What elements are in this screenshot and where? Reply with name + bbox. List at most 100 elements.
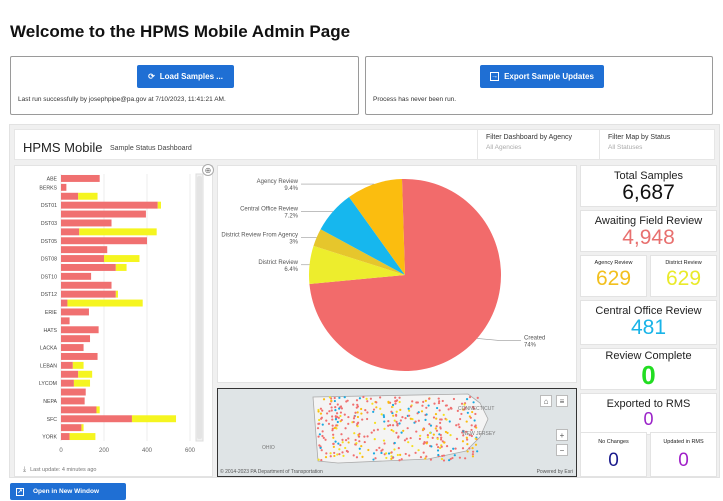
bar-segment[interactable] — [61, 415, 132, 423]
bar-segment[interactable] — [61, 424, 82, 432]
bar-segment[interactable] — [61, 299, 68, 307]
resize-handle-icon[interactable]: ⊕ — [202, 164, 214, 176]
bar-segment[interactable] — [131, 415, 177, 423]
sample-point — [470, 428, 473, 432]
bar-segment[interactable] — [61, 290, 116, 298]
pie-slice[interactable] — [320, 196, 405, 275]
load-samples-button[interactable]: ⟳ Load Samples ... — [137, 65, 234, 88]
bar-segment[interactable] — [67, 299, 143, 307]
sample-point — [432, 433, 435, 436]
zoom-out-icon[interactable]: − — [556, 444, 568, 456]
sample-point — [383, 420, 386, 423]
bar-segment[interactable] — [104, 255, 140, 263]
bar-segment[interactable] — [61, 397, 85, 405]
bar-segment[interactable] — [79, 228, 157, 236]
sample-point — [448, 420, 451, 423]
stat-central-label: Central Office Review — [595, 305, 702, 317]
bar-segment[interactable] — [61, 388, 86, 396]
pie-slice[interactable] — [313, 229, 405, 275]
map-powered-by[interactable]: Powered by Esri — [536, 469, 573, 475]
bar-segment[interactable] — [96, 406, 100, 414]
stat-awaiting-label: Awaiting Field Review — [594, 215, 703, 227]
sample-point — [404, 417, 407, 420]
stat-updated-value: 0 — [678, 450, 689, 471]
sample-point — [340, 407, 344, 410]
sample-point — [402, 429, 405, 432]
bar-segment[interactable] — [61, 406, 97, 414]
bar-segment[interactable] — [61, 370, 79, 378]
bar-segment[interactable] — [61, 326, 99, 334]
sample-point — [366, 400, 369, 403]
samples-map[interactable]: OHIO CONNECTICUT NEW JERSEY ⌂ ≡ + − © 2014… — [217, 388, 577, 477]
bar-segment[interactable] — [61, 335, 91, 343]
bar-segment[interactable] — [61, 174, 100, 182]
sample-point — [468, 396, 472, 399]
sample-point — [424, 418, 427, 421]
sample-point — [439, 418, 442, 421]
bar-segment[interactable] — [61, 379, 74, 387]
sample-point — [335, 424, 338, 427]
bar-segment[interactable] — [81, 424, 84, 432]
download-icon[interactable]: ⤓ — [23, 466, 27, 473]
sample-point — [356, 403, 359, 406]
bar-segment[interactable] — [61, 192, 79, 200]
bar-segment[interactable] — [61, 308, 89, 316]
bar-category-label: LEBAN — [40, 363, 57, 369]
stat-exported-rms: Exported to RMS 0 — [580, 393, 717, 435]
sample-point — [391, 405, 394, 409]
bar-segment[interactable] — [73, 379, 91, 387]
map-canvas[interactable]: OHIO CONNECTICUT NEW JERSEY — [218, 389, 576, 476]
zoom-in-icon[interactable]: + — [556, 429, 568, 441]
bar-segment[interactable] — [61, 272, 92, 280]
filter-status[interactable]: Filter Map by Status All Statuses — [599, 130, 716, 159]
export-sample-updates-button[interactable]: → Export Sample Updates — [480, 65, 604, 88]
bar-segment[interactable] — [61, 237, 147, 245]
bar-segment[interactable] — [78, 192, 98, 200]
bar-segment[interactable] — [61, 317, 70, 325]
filter-agency[interactable]: Filter Dashboard by Agency All Agencies — [477, 130, 605, 159]
sample-point — [320, 417, 323, 420]
layer-list-icon[interactable]: ≡ — [556, 395, 568, 407]
sample-point — [408, 454, 411, 457]
bar-segment[interactable] — [61, 352, 98, 360]
bar-segment[interactable] — [115, 290, 118, 298]
sample-point — [360, 444, 363, 448]
bar-segment[interactable] — [61, 281, 112, 289]
sample-point — [339, 444, 342, 447]
bar-segment[interactable] — [78, 370, 93, 378]
bar-segment[interactable] — [61, 255, 104, 263]
bar-segment[interactable] — [115, 263, 127, 271]
sample-point — [400, 458, 403, 461]
bar-segment[interactable] — [61, 361, 73, 369]
pie-slice-label: District Review From Agency — [221, 232, 298, 238]
sample-point — [442, 459, 446, 462]
pie-slice[interactable] — [309, 179, 501, 371]
bar-segment[interactable] — [61, 183, 67, 191]
sample-point — [443, 441, 446, 444]
sample-point — [358, 447, 361, 450]
bar-segment[interactable] — [61, 210, 146, 218]
pie-slice[interactable] — [349, 179, 405, 275]
bar-segment[interactable] — [61, 433, 70, 441]
bar-segment[interactable] — [69, 433, 96, 441]
sample-point — [333, 426, 336, 430]
bar-segment[interactable] — [157, 201, 161, 209]
bar-segment[interactable] — [61, 344, 84, 352]
pie-slice-label: Agency Review — [257, 179, 299, 185]
bar-segment[interactable] — [61, 219, 112, 227]
pie-slice[interactable] — [309, 245, 405, 285]
sample-point — [430, 445, 433, 448]
bar-segment[interactable] — [61, 201, 158, 209]
sample-point — [471, 453, 475, 456]
open-new-window-button[interactable]: ↗ Open in New Window — [10, 483, 126, 500]
home-icon[interactable]: ⌂ — [540, 395, 552, 407]
sample-point — [473, 425, 477, 428]
sample-point — [356, 415, 360, 419]
sample-point — [319, 412, 323, 415]
bar-segment[interactable] — [72, 361, 84, 369]
sample-point — [372, 429, 376, 432]
bar-segment[interactable] — [61, 263, 116, 271]
sample-point — [465, 436, 468, 439]
bar-segment[interactable] — [61, 246, 108, 254]
bar-segment[interactable] — [61, 228, 80, 236]
